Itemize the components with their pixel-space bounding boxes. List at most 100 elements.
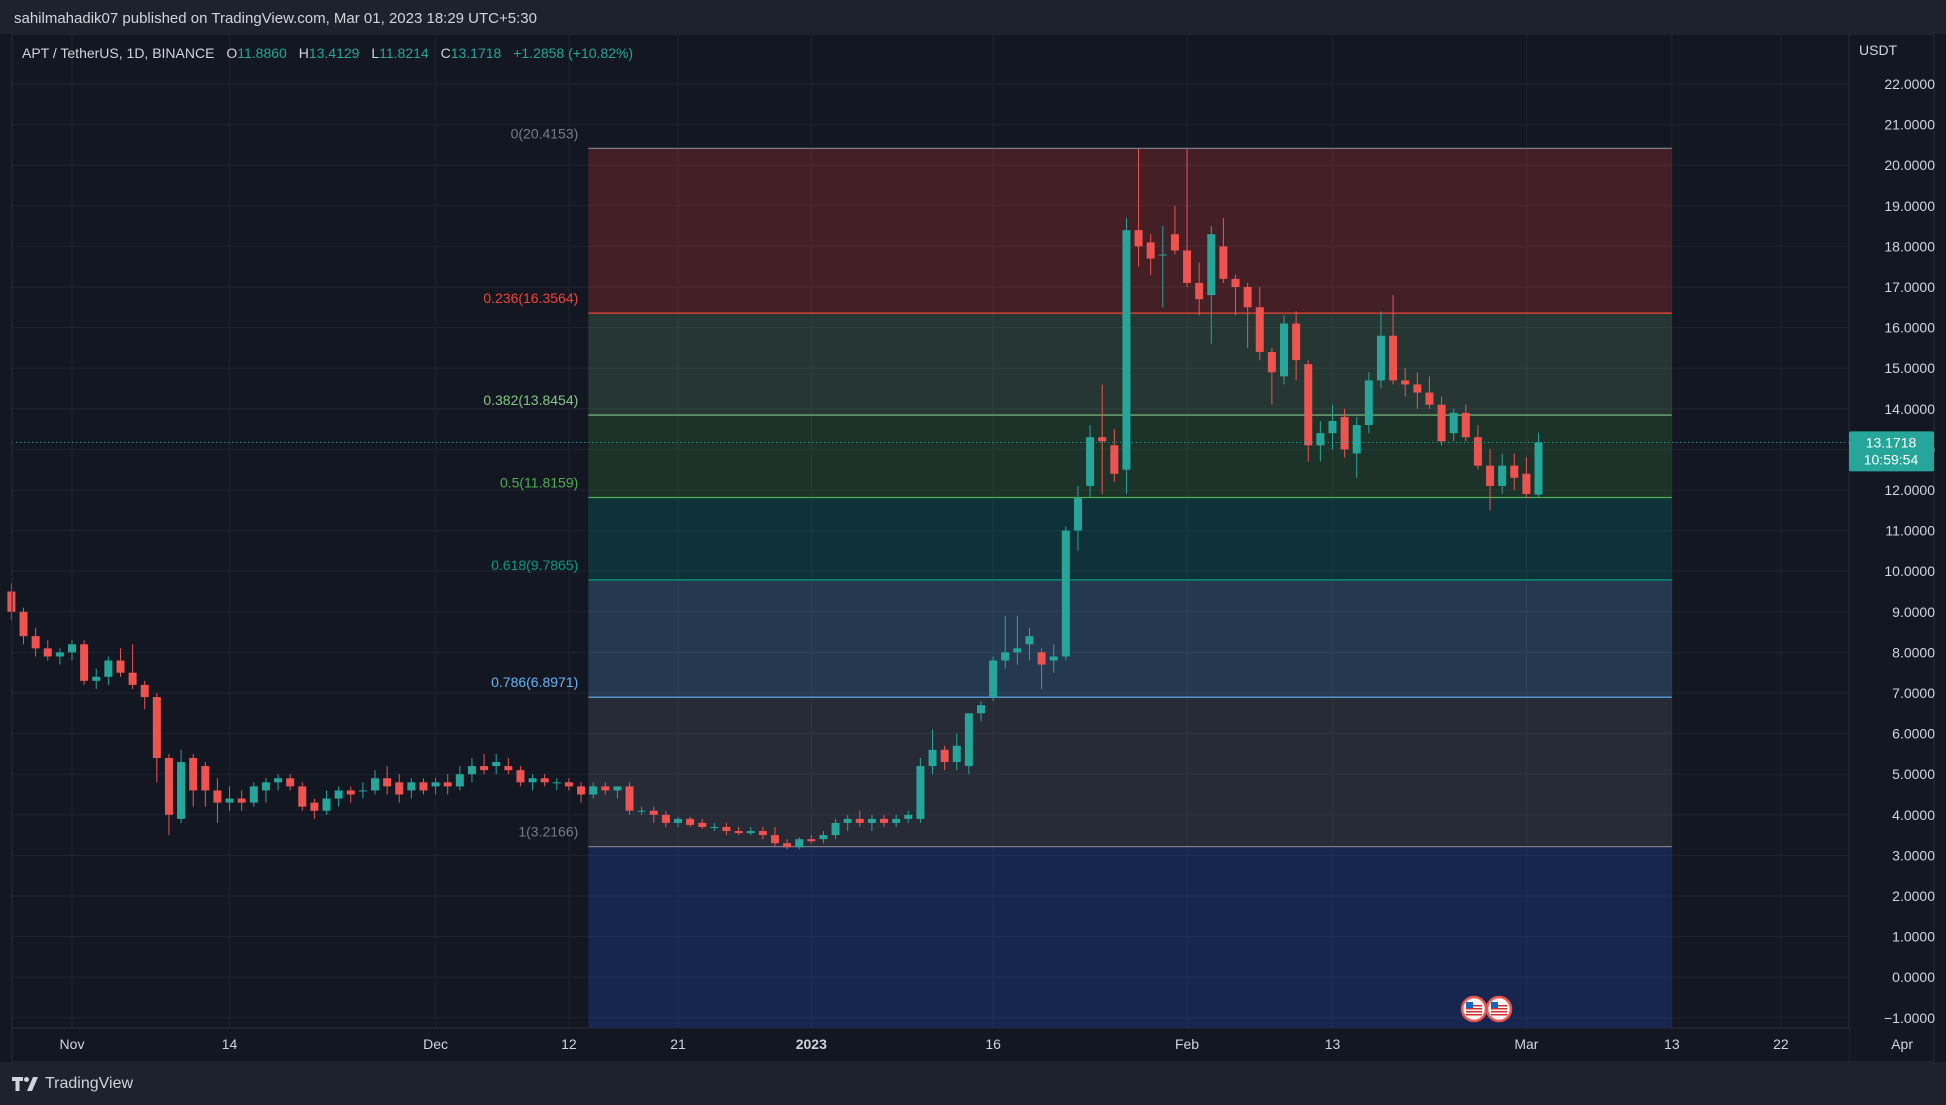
candle — [904, 810, 913, 823]
candle-body — [346, 790, 355, 795]
y-tick-label: 15.0000 — [1884, 360, 1935, 376]
fib-level-label: 0.382(13.8454) — [483, 392, 578, 408]
time-axis[interactable]: Nov 14 Dec 12 21 2023 16 Feb 13 Mar 13 22 Apr — [60, 1036, 1914, 1052]
candle-body — [1292, 323, 1301, 361]
candle-body — [1376, 335, 1385, 381]
symbol-name[interactable]: APT / TetherUS, 1D, BINANCE — [22, 45, 215, 61]
candle-body — [1110, 445, 1119, 474]
candle — [1122, 217, 1131, 495]
candle-body — [407, 782, 416, 791]
candle — [261, 778, 270, 803]
candle-body — [1219, 246, 1228, 279]
candle-body — [322, 798, 331, 811]
candle-body — [964, 713, 973, 767]
y-tick-label: 18.0000 — [1884, 238, 1935, 254]
candle — [1280, 315, 1288, 385]
candle — [43, 640, 52, 661]
last-price-tag[interactable] — [1849, 431, 1934, 472]
candle-body — [1134, 230, 1143, 247]
candle — [1498, 453, 1507, 495]
candle-body — [1425, 392, 1434, 405]
candle — [637, 806, 646, 815]
candle-body — [164, 757, 173, 815]
candle — [1255, 287, 1264, 361]
candle-body — [1098, 437, 1107, 442]
high-label: H — [298, 45, 309, 61]
us-flag-event-icon[interactable] — [1485, 995, 1513, 1023]
symbol-legend[interactable]: APT / TetherUS, 1D, BINANCE O11.8860 H13… — [22, 45, 633, 61]
candle — [516, 766, 525, 787]
candle-body — [504, 766, 513, 771]
candle-body — [1461, 412, 1470, 438]
candle — [625, 782, 634, 815]
time-axis-bg[interactable] — [0, 1028, 1849, 1062]
y-tick-label: 21.0000 — [1884, 117, 1935, 133]
candle — [1134, 148, 1143, 267]
candle-body — [43, 648, 52, 657]
footer: TradingView — [0, 1062, 1946, 1105]
candle-body — [783, 843, 792, 848]
candle-body — [68, 644, 76, 653]
candle — [722, 822, 731, 836]
candle — [1146, 234, 1155, 275]
candle — [237, 790, 246, 811]
candle — [55, 648, 64, 665]
candle-body — [31, 636, 40, 649]
candle-body — [977, 705, 985, 714]
candle — [770, 826, 779, 848]
y-tick-label: 22.0000 — [1884, 76, 1935, 92]
candle — [843, 814, 852, 832]
candle-body — [1449, 412, 1458, 434]
x-tick-label: Feb — [1175, 1036, 1199, 1052]
candle-body — [989, 660, 998, 698]
candle — [455, 766, 464, 791]
candle-body — [55, 652, 64, 657]
economic-events[interactable] — [1460, 995, 1513, 1023]
candle-body — [710, 826, 719, 828]
candle — [1449, 408, 1458, 442]
candle — [613, 786, 622, 799]
candle — [1340, 408, 1349, 458]
candle-body — [928, 749, 937, 767]
candle-body — [758, 831, 767, 836]
candle-body — [674, 818, 682, 823]
candle — [1219, 217, 1228, 283]
flag-stripe — [1491, 1014, 1507, 1016]
candle — [116, 648, 125, 677]
candle-body — [1364, 380, 1373, 426]
candle — [249, 782, 258, 807]
x-tick-label: 21 — [670, 1036, 686, 1052]
candle-body — [807, 839, 816, 842]
us-flag-event-icon[interactable] — [1460, 995, 1488, 1023]
price-axis-bg[interactable] — [1849, 34, 1946, 1028]
chart-grid — [12, 34, 1903, 1028]
candle — [577, 782, 586, 803]
candle — [492, 753, 501, 775]
y-tick-label: 17.0000 — [1884, 279, 1935, 295]
candle — [1316, 420, 1325, 462]
candle — [7, 583, 16, 620]
candle — [710, 822, 719, 832]
low-label: L — [371, 45, 380, 61]
fib-retracement[interactable]: 0(20.4153) 0.236(16.3564) 0.382(13.8454) 0.… — [483, 125, 1672, 1028]
candle — [334, 786, 343, 807]
candle-body — [1280, 323, 1288, 377]
price-axis[interactable]: USDT 22.0000 21.0000 20.0000 19.0000 18.0000 1… — [1849, 42, 1935, 1026]
flag-stripe — [1491, 1005, 1507, 1007]
candle-body — [1001, 652, 1010, 661]
candle-body — [189, 757, 198, 791]
candle-body — [892, 818, 901, 823]
y-tick-label: 10.0000 — [1884, 563, 1935, 579]
candle — [1413, 372, 1422, 409]
candle-body — [1086, 437, 1095, 486]
candle-body — [528, 778, 537, 783]
candle — [383, 766, 392, 795]
tradingview-logo[interactable]: TradingView — [12, 1075, 133, 1093]
candle — [1110, 429, 1119, 482]
last-price-value: 13.1718 — [1866, 434, 1917, 450]
candle-body — [298, 786, 307, 807]
candle — [1364, 372, 1373, 434]
close-value: 13.1718 — [450, 45, 502, 61]
